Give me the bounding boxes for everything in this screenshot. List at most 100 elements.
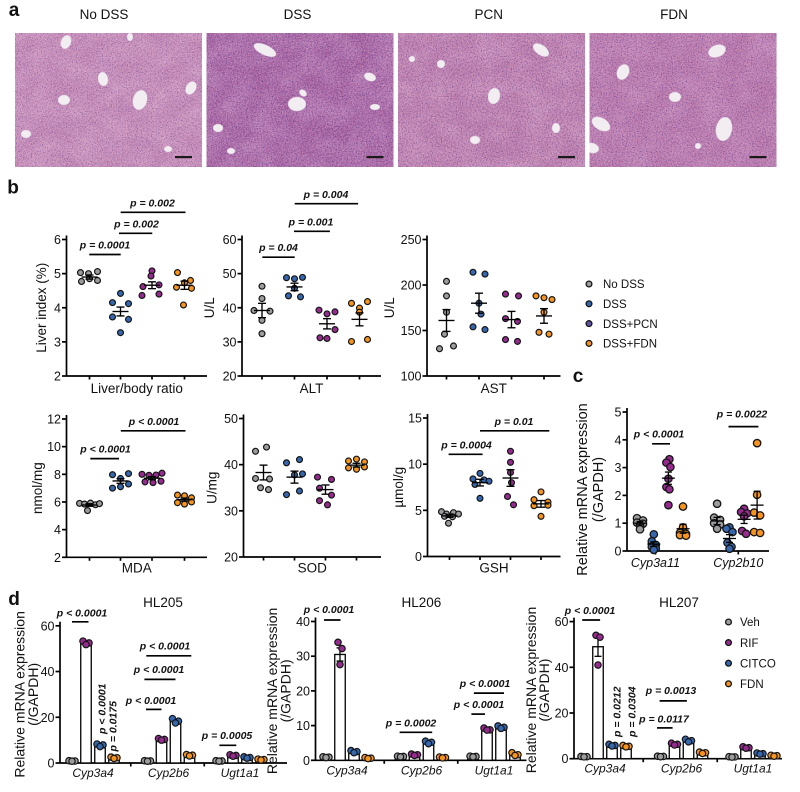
- svg-text:250: 250: [401, 233, 422, 247]
- svg-text:200: 200: [401, 279, 422, 293]
- svg-text:30: 30: [223, 335, 237, 349]
- svg-text:20: 20: [296, 684, 310, 698]
- svg-text:RIF: RIF: [740, 638, 759, 650]
- svg-text:p = 0.0002: p = 0.0002: [385, 717, 437, 729]
- svg-text:60: 60: [41, 619, 55, 633]
- svg-text:60: 60: [223, 233, 237, 247]
- svg-text:40: 40: [223, 301, 237, 315]
- svg-text:Cyp3a11: Cyp3a11: [631, 556, 680, 570]
- svg-text:Cyp3a4: Cyp3a4: [72, 766, 114, 780]
- svg-text:No DSS: No DSS: [603, 279, 645, 291]
- svg-text:Liver index (%): Liver index (%): [34, 263, 49, 353]
- svg-text:12: 12: [47, 413, 61, 427]
- svg-text:p < 0.0001: p < 0.0001: [459, 678, 511, 690]
- svg-text:p < 0.0001: p < 0.0001: [564, 605, 616, 617]
- svg-text:p < 0.0001: p < 0.0001: [97, 683, 109, 735]
- svg-text:10: 10: [408, 458, 422, 472]
- svg-text:Veh: Veh: [740, 617, 760, 629]
- svg-text:Relative mRNA expression: Relative mRNA expression: [12, 611, 28, 778]
- svg-text:60: 60: [555, 615, 569, 629]
- svg-text:30: 30: [224, 504, 238, 518]
- svg-text:(/GAPDH): (/GAPDH): [278, 659, 294, 722]
- svg-text:CITCO: CITCO: [740, 658, 776, 670]
- svg-text:p = 0.0013: p = 0.0013: [645, 685, 697, 697]
- svg-text:2: 2: [615, 489, 622, 503]
- svg-text:0: 0: [415, 550, 422, 564]
- svg-text:p < 0.0001: p < 0.0001: [633, 429, 685, 441]
- svg-text:p = 0.0304: p = 0.0304: [627, 686, 639, 738]
- svg-text:p < 0.0001: p < 0.0001: [303, 604, 355, 616]
- svg-text:µmol/g: µmol/g: [391, 467, 406, 508]
- svg-text:4: 4: [615, 433, 622, 447]
- svg-text:Cyp3a4: Cyp3a4: [326, 763, 368, 777]
- svg-text:20: 20: [555, 707, 569, 721]
- svg-text:FDN: FDN: [740, 679, 764, 691]
- svg-text:PCN: PCN: [474, 7, 503, 22]
- svg-text:DSS+PCN: DSS+PCN: [603, 319, 658, 331]
- svg-text:30: 30: [296, 650, 310, 664]
- svg-text:3: 3: [615, 461, 622, 475]
- svg-text:8: 8: [54, 468, 61, 482]
- svg-text:ALT: ALT: [300, 381, 324, 396]
- svg-text:10: 10: [296, 719, 310, 733]
- svg-text:6: 6: [54, 495, 61, 509]
- svg-text:2: 2: [54, 551, 61, 565]
- svg-text:U/L: U/L: [202, 297, 217, 319]
- svg-text:p < 0.0001: p < 0.0001: [139, 641, 191, 653]
- svg-text:0: 0: [303, 754, 310, 768]
- svg-text:Cyp3a4: Cyp3a4: [584, 762, 626, 776]
- svg-text:No DSS: No DSS: [80, 7, 129, 22]
- svg-text:p = 0.002: p = 0.002: [113, 219, 159, 231]
- svg-text:p = 0.0001: p = 0.0001: [79, 240, 131, 252]
- svg-text:Cyp2b6: Cyp2b6: [661, 762, 703, 776]
- svg-text:U/L: U/L: [382, 297, 397, 319]
- svg-text:Ugt1a1: Ugt1a1: [734, 762, 773, 776]
- svg-text:Liver/body ratio: Liver/body ratio: [91, 381, 183, 396]
- svg-text:GSH: GSH: [479, 561, 508, 576]
- svg-text:Ugt1a1: Ugt1a1: [475, 763, 514, 777]
- svg-text:Cyp2b6: Cyp2b6: [148, 766, 190, 780]
- svg-text:40: 40: [41, 665, 55, 679]
- svg-text:p = 0.0004: p = 0.0004: [440, 439, 492, 451]
- svg-text:(/GAPDH): (/GAPDH): [536, 659, 552, 722]
- svg-text:5: 5: [615, 406, 622, 420]
- svg-text:10: 10: [47, 440, 61, 454]
- svg-text:SOD: SOD: [298, 561, 328, 576]
- svg-text:(/GAPDH): (/GAPDH): [25, 663, 41, 726]
- svg-text:100: 100: [401, 370, 422, 384]
- svg-text:p < 0.0001: p < 0.0001: [128, 416, 180, 428]
- svg-text:5: 5: [54, 267, 61, 281]
- svg-text:p < 0.0001: p < 0.0001: [79, 444, 131, 456]
- svg-text:0: 0: [48, 757, 55, 771]
- svg-text:Relative mRNA expression: Relative mRNA expression: [264, 608, 280, 775]
- svg-text:4: 4: [54, 523, 61, 537]
- svg-text:2: 2: [54, 370, 61, 384]
- svg-text:p < 0.0001: p < 0.0001: [133, 664, 185, 676]
- svg-text:0: 0: [562, 752, 569, 766]
- svg-text:4: 4: [54, 301, 61, 315]
- svg-text:40: 40: [224, 458, 238, 472]
- svg-text:Ugt1a1: Ugt1a1: [221, 766, 260, 780]
- svg-text:20: 20: [224, 551, 238, 565]
- svg-text:nmol/mg: nmol/mg: [30, 462, 45, 514]
- svg-text:DSS: DSS: [603, 299, 627, 311]
- svg-text:p < 0.0001: p < 0.0001: [453, 699, 505, 711]
- svg-text:b: b: [7, 178, 19, 199]
- svg-text:p = 0.002: p = 0.002: [129, 198, 175, 210]
- svg-text:40: 40: [296, 615, 310, 629]
- svg-text:HL207: HL207: [659, 595, 699, 610]
- svg-text:1: 1: [615, 517, 622, 531]
- svg-text:p = 0.01: p = 0.01: [494, 416, 534, 428]
- svg-text:FDN: FDN: [660, 7, 688, 22]
- svg-text:40: 40: [555, 661, 569, 675]
- svg-text:p < 0.0001: p < 0.0001: [56, 608, 108, 620]
- svg-text:HL205: HL205: [143, 595, 183, 610]
- svg-text:U/mg: U/mg: [205, 472, 220, 504]
- svg-text:p = 0.0175: p = 0.0175: [108, 701, 120, 753]
- svg-text:(/GAPDH): (/GAPDH): [591, 457, 607, 522]
- svg-text:p < 0.0001: p < 0.0001: [125, 695, 177, 707]
- svg-text:3: 3: [54, 335, 61, 349]
- svg-text:p = 0.0022: p = 0.0022: [716, 409, 768, 421]
- svg-text:Cyp2b6: Cyp2b6: [401, 763, 443, 777]
- svg-text:p = 0.0117: p = 0.0117: [638, 713, 690, 725]
